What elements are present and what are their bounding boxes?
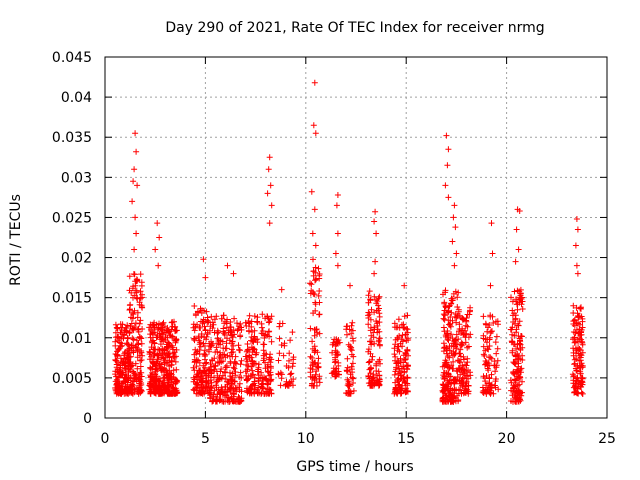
y-tick-label: 0.045 <box>52 50 92 66</box>
x-tick-label: 5 <box>201 431 210 447</box>
grid-lines <box>105 57 607 418</box>
y-tick-label: 0.035 <box>52 130 92 146</box>
x-axis-label: GPS time / hours <box>296 459 413 475</box>
x-tick-label: 25 <box>598 431 616 447</box>
data-points <box>112 79 586 405</box>
y-axis-label: ROTI / TECUs <box>8 194 24 286</box>
chart-title: Day 290 of 2021, Rate Of TEC Index for r… <box>165 20 544 36</box>
x-tick-label: 20 <box>498 431 516 447</box>
y-tick-label: 0.025 <box>52 210 92 226</box>
tick-labels: 0 0.005 0.01 0.015 0.02 0.025 0.03 0.035 0.04 0.0… <box>52 50 616 447</box>
x-tick-label: 10 <box>297 431 315 447</box>
roti-point-markers <box>112 79 586 405</box>
plot-frame <box>104 56 608 419</box>
y-tick-label: 0.04 <box>61 90 92 106</box>
x-tick-label: 15 <box>397 431 415 447</box>
y-tick-label: 0 <box>83 411 92 427</box>
y-tick-label: 0.01 <box>61 331 92 347</box>
y-tick-label: 0.005 <box>52 371 92 387</box>
y-tick-label: 0.02 <box>61 251 92 267</box>
x-tick-label: 0 <box>101 431 110 447</box>
y-tick-label: 0.015 <box>52 291 92 307</box>
axis-ticks <box>104 56 608 419</box>
y-tick-label: 0.03 <box>61 170 92 186</box>
